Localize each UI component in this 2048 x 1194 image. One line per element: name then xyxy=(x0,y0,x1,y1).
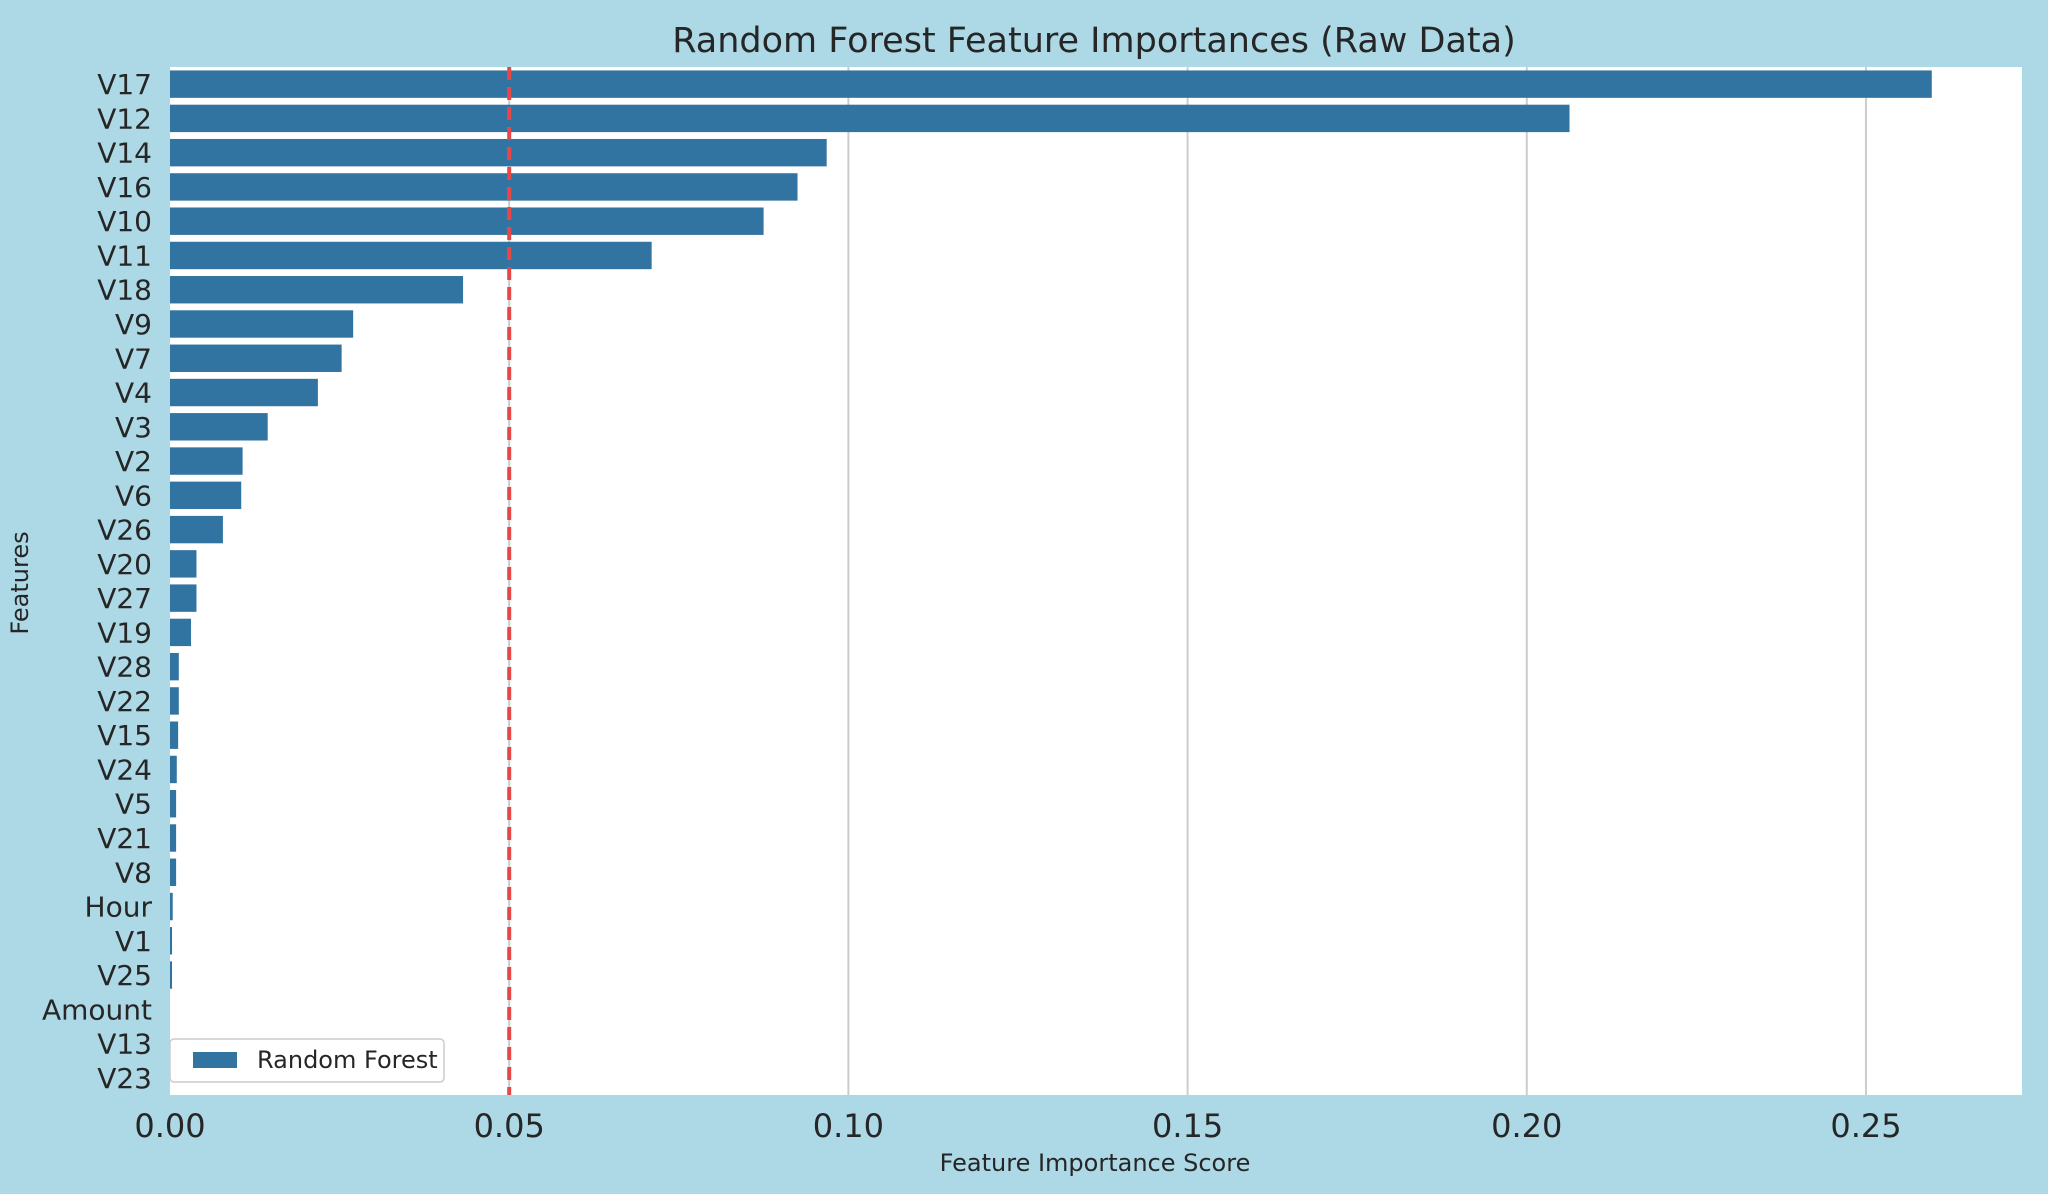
y-tick-label: V22 xyxy=(97,685,152,718)
bar-v6 xyxy=(170,481,242,510)
y-axis-label: Features xyxy=(6,531,34,634)
x-axis-label: Feature Importance Score xyxy=(940,1149,1251,1177)
y-tick-label: V15 xyxy=(97,719,152,752)
y-tick-label: V25 xyxy=(97,959,152,992)
bar-v3 xyxy=(170,413,268,441)
x-tick-label: 0.05 xyxy=(474,1107,545,1145)
y-tick-label: Hour xyxy=(85,891,153,924)
bar-v2 xyxy=(170,447,243,475)
bar-v24 xyxy=(170,755,177,784)
y-tick-label: V21 xyxy=(97,822,152,855)
bar-hour xyxy=(170,892,173,921)
y-tick-label: V6 xyxy=(115,479,152,512)
y-tick-label: V8 xyxy=(115,856,152,889)
x-tick-label: 0.15 xyxy=(1152,1107,1223,1145)
bar-v25 xyxy=(170,961,173,989)
bar-v20 xyxy=(170,550,197,578)
bar-v8 xyxy=(170,858,177,886)
y-tick-label: V20 xyxy=(97,548,152,581)
x-tick-labels: 0.00 0.05 0.10 0.15 0.20 0.25 xyxy=(134,1107,1901,1145)
bar-v19 xyxy=(170,618,192,647)
bar-v15 xyxy=(170,721,179,749)
y-tick-label: V3 xyxy=(115,411,152,444)
y-tick-label: V10 xyxy=(97,205,152,238)
bars xyxy=(170,70,1932,989)
bar-v18 xyxy=(170,276,464,304)
y-tick-label: V4 xyxy=(115,377,152,410)
bar-v9 xyxy=(170,310,354,338)
y-tick-label: V28 xyxy=(97,651,152,684)
bar-v27 xyxy=(170,584,197,612)
y-tick-label: V14 xyxy=(97,137,152,170)
bar-v5 xyxy=(170,790,177,818)
y-tick-label: V27 xyxy=(97,582,152,615)
y-tick-label: V9 xyxy=(115,308,152,341)
bar-v11 xyxy=(170,241,652,270)
y-tick-label: V17 xyxy=(97,68,152,101)
x-tick-label: 0.25 xyxy=(1830,1107,1901,1145)
bar-v28 xyxy=(170,652,179,681)
x-tick-label: 0.10 xyxy=(813,1107,884,1145)
bar-v14 xyxy=(170,138,827,167)
y-tick-label: V12 xyxy=(97,102,152,135)
y-tick-label: V18 xyxy=(97,274,152,307)
bar-v1 xyxy=(170,927,173,955)
bar-v26 xyxy=(170,515,223,544)
bar-v7 xyxy=(170,344,342,372)
x-tick-label: 0.20 xyxy=(1491,1107,1562,1145)
y-tick-label: V24 xyxy=(97,753,152,786)
bar-v22 xyxy=(170,687,179,715)
y-tick-label: V7 xyxy=(115,342,152,375)
bar-v10 xyxy=(170,207,764,235)
legend: Random Forest xyxy=(169,1038,445,1083)
legend-swatch xyxy=(193,1052,237,1068)
y-tick-label: V11 xyxy=(97,239,152,272)
bar-v4 xyxy=(170,378,318,407)
legend-label: Random Forest xyxy=(257,1046,438,1074)
bar-v21 xyxy=(170,824,177,852)
legend-box xyxy=(169,1038,445,1083)
plot-area xyxy=(170,67,2022,1095)
bar-v16 xyxy=(170,173,798,201)
y-tick-label: V16 xyxy=(97,171,152,204)
y-tick-label: V23 xyxy=(97,1062,152,1095)
y-tick-label: V13 xyxy=(97,1028,152,1061)
x-tick-label: 0.00 xyxy=(134,1107,205,1145)
y-tick-label: V19 xyxy=(97,616,152,649)
y-tick-label: V5 xyxy=(115,788,152,821)
chart-title: Random Forest Feature Importances (Raw D… xyxy=(672,21,1516,61)
bar-v12 xyxy=(170,104,1570,133)
y-tick-label: V26 xyxy=(97,514,152,547)
bar-v17 xyxy=(170,70,1932,98)
y-tick-label: V2 xyxy=(115,445,152,478)
y-tick-labels: V17V12V14V16V10V11V18V9V7V4V3V2V6V26V20V… xyxy=(42,68,153,1095)
y-tick-label: Amount xyxy=(42,993,152,1026)
y-tick-label: V1 xyxy=(115,925,152,958)
